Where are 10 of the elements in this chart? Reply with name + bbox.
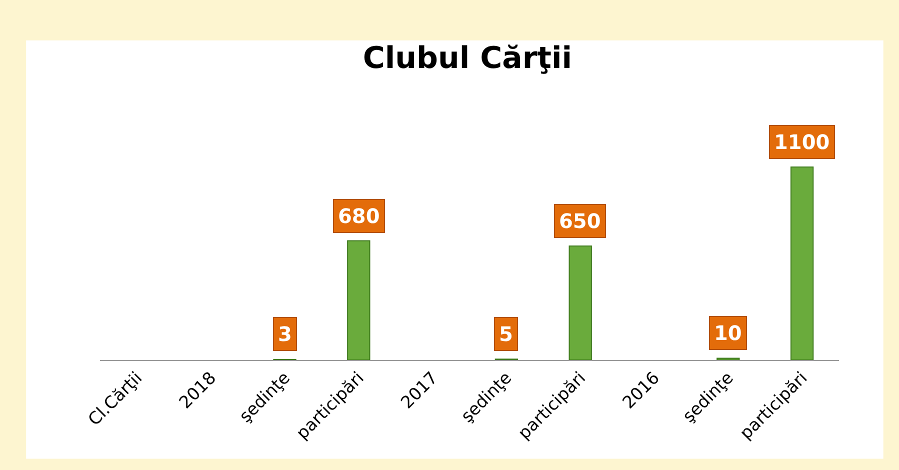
data-label: 650 bbox=[559, 209, 601, 233]
data-label: 10 bbox=[714, 321, 742, 345]
data-label: 5 bbox=[499, 322, 513, 346]
data-label: 680 bbox=[338, 204, 380, 228]
chart-title: Clubul Cărţii bbox=[362, 41, 572, 76]
data-label: 3 bbox=[278, 322, 292, 346]
bar bbox=[568, 245, 592, 360]
bar bbox=[347, 240, 370, 360]
bar bbox=[790, 166, 814, 360]
data-label: 1100 bbox=[774, 130, 830, 154]
